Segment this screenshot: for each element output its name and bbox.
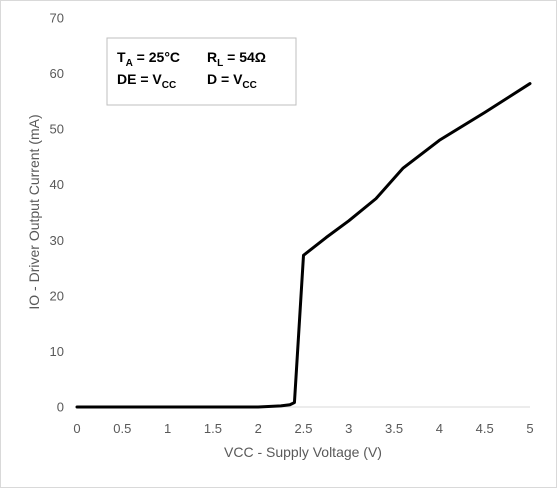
condition-ta-sub: A xyxy=(126,58,133,69)
condition-de-sub: CC xyxy=(162,80,176,91)
y-axis-title: IO - Driver Output Current (mA) xyxy=(26,114,42,309)
x-tick-label: 1 xyxy=(164,421,171,436)
condition-d: D = VCC xyxy=(207,71,257,91)
condition-de: DE = VCC xyxy=(117,71,176,91)
x-tick-label: 3 xyxy=(345,421,352,436)
condition-ta: TA = 25°C xyxy=(117,49,180,69)
condition-rl: RL = 54Ω xyxy=(207,49,266,69)
condition-ta-value: = 25°C xyxy=(133,49,180,65)
condition-rl-main: R xyxy=(207,49,217,65)
condition-rl-sub: L xyxy=(217,58,223,69)
x-tick-label: 2 xyxy=(255,421,262,436)
condition-ta-main: T xyxy=(117,49,126,65)
y-tick-label: 60 xyxy=(50,66,64,81)
x-tick-label: 4 xyxy=(436,421,443,436)
y-tick-labels: 0 10 20 30 40 50 60 70 xyxy=(50,11,64,415)
x-tick-label: 1.5 xyxy=(204,421,222,436)
x-tick-labels: 0 0.5 1 1.5 2 2.5 3 3.5 4 4.5 5 xyxy=(73,421,533,436)
x-tick-label: 0 xyxy=(73,421,80,436)
x-tick-label: 4.5 xyxy=(476,421,494,436)
y-tick-label: 20 xyxy=(50,288,64,303)
condition-d-main: D = V xyxy=(207,71,243,87)
x-axis-title: VCC - Supply Voltage (V) xyxy=(224,444,382,460)
x-tick-label: 0.5 xyxy=(113,421,131,436)
series-line-0 xyxy=(75,82,532,409)
y-tick-label: 50 xyxy=(50,122,64,137)
conditions-annotation: TA = 25°C RL = 54Ω DE = VCC D = VCC xyxy=(106,37,297,106)
x-tick-label: 3.5 xyxy=(385,421,403,436)
series-layer xyxy=(75,82,532,409)
conditions-box xyxy=(106,37,297,106)
condition-de-main: DE = V xyxy=(117,71,162,87)
y-tick-label: 0 xyxy=(57,400,64,415)
y-tick-label: 70 xyxy=(50,11,64,26)
y-tick-label: 30 xyxy=(50,233,64,248)
condition-d-sub: CC xyxy=(242,80,256,91)
condition-rl-value: = 54Ω xyxy=(223,49,266,65)
x-tick-label: 5 xyxy=(526,421,533,436)
x-tick-label: 2.5 xyxy=(294,421,312,436)
y-tick-label: 10 xyxy=(50,344,64,359)
y-tick-label: 40 xyxy=(50,177,64,192)
